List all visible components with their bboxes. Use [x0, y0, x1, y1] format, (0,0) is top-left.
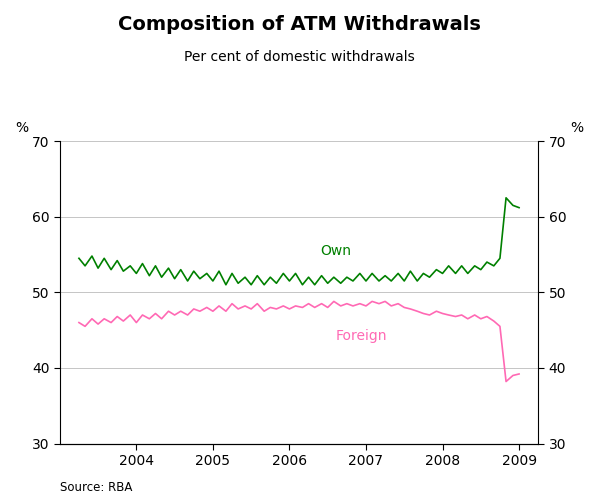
Text: Own: Own: [320, 244, 351, 258]
Text: Foreign: Foreign: [335, 329, 387, 343]
Text: Source: RBA: Source: RBA: [60, 481, 132, 494]
Text: Composition of ATM Withdrawals: Composition of ATM Withdrawals: [118, 15, 480, 34]
Text: %: %: [570, 121, 583, 135]
Text: Per cent of domestic withdrawals: Per cent of domestic withdrawals: [184, 50, 414, 65]
Text: %: %: [15, 121, 28, 135]
